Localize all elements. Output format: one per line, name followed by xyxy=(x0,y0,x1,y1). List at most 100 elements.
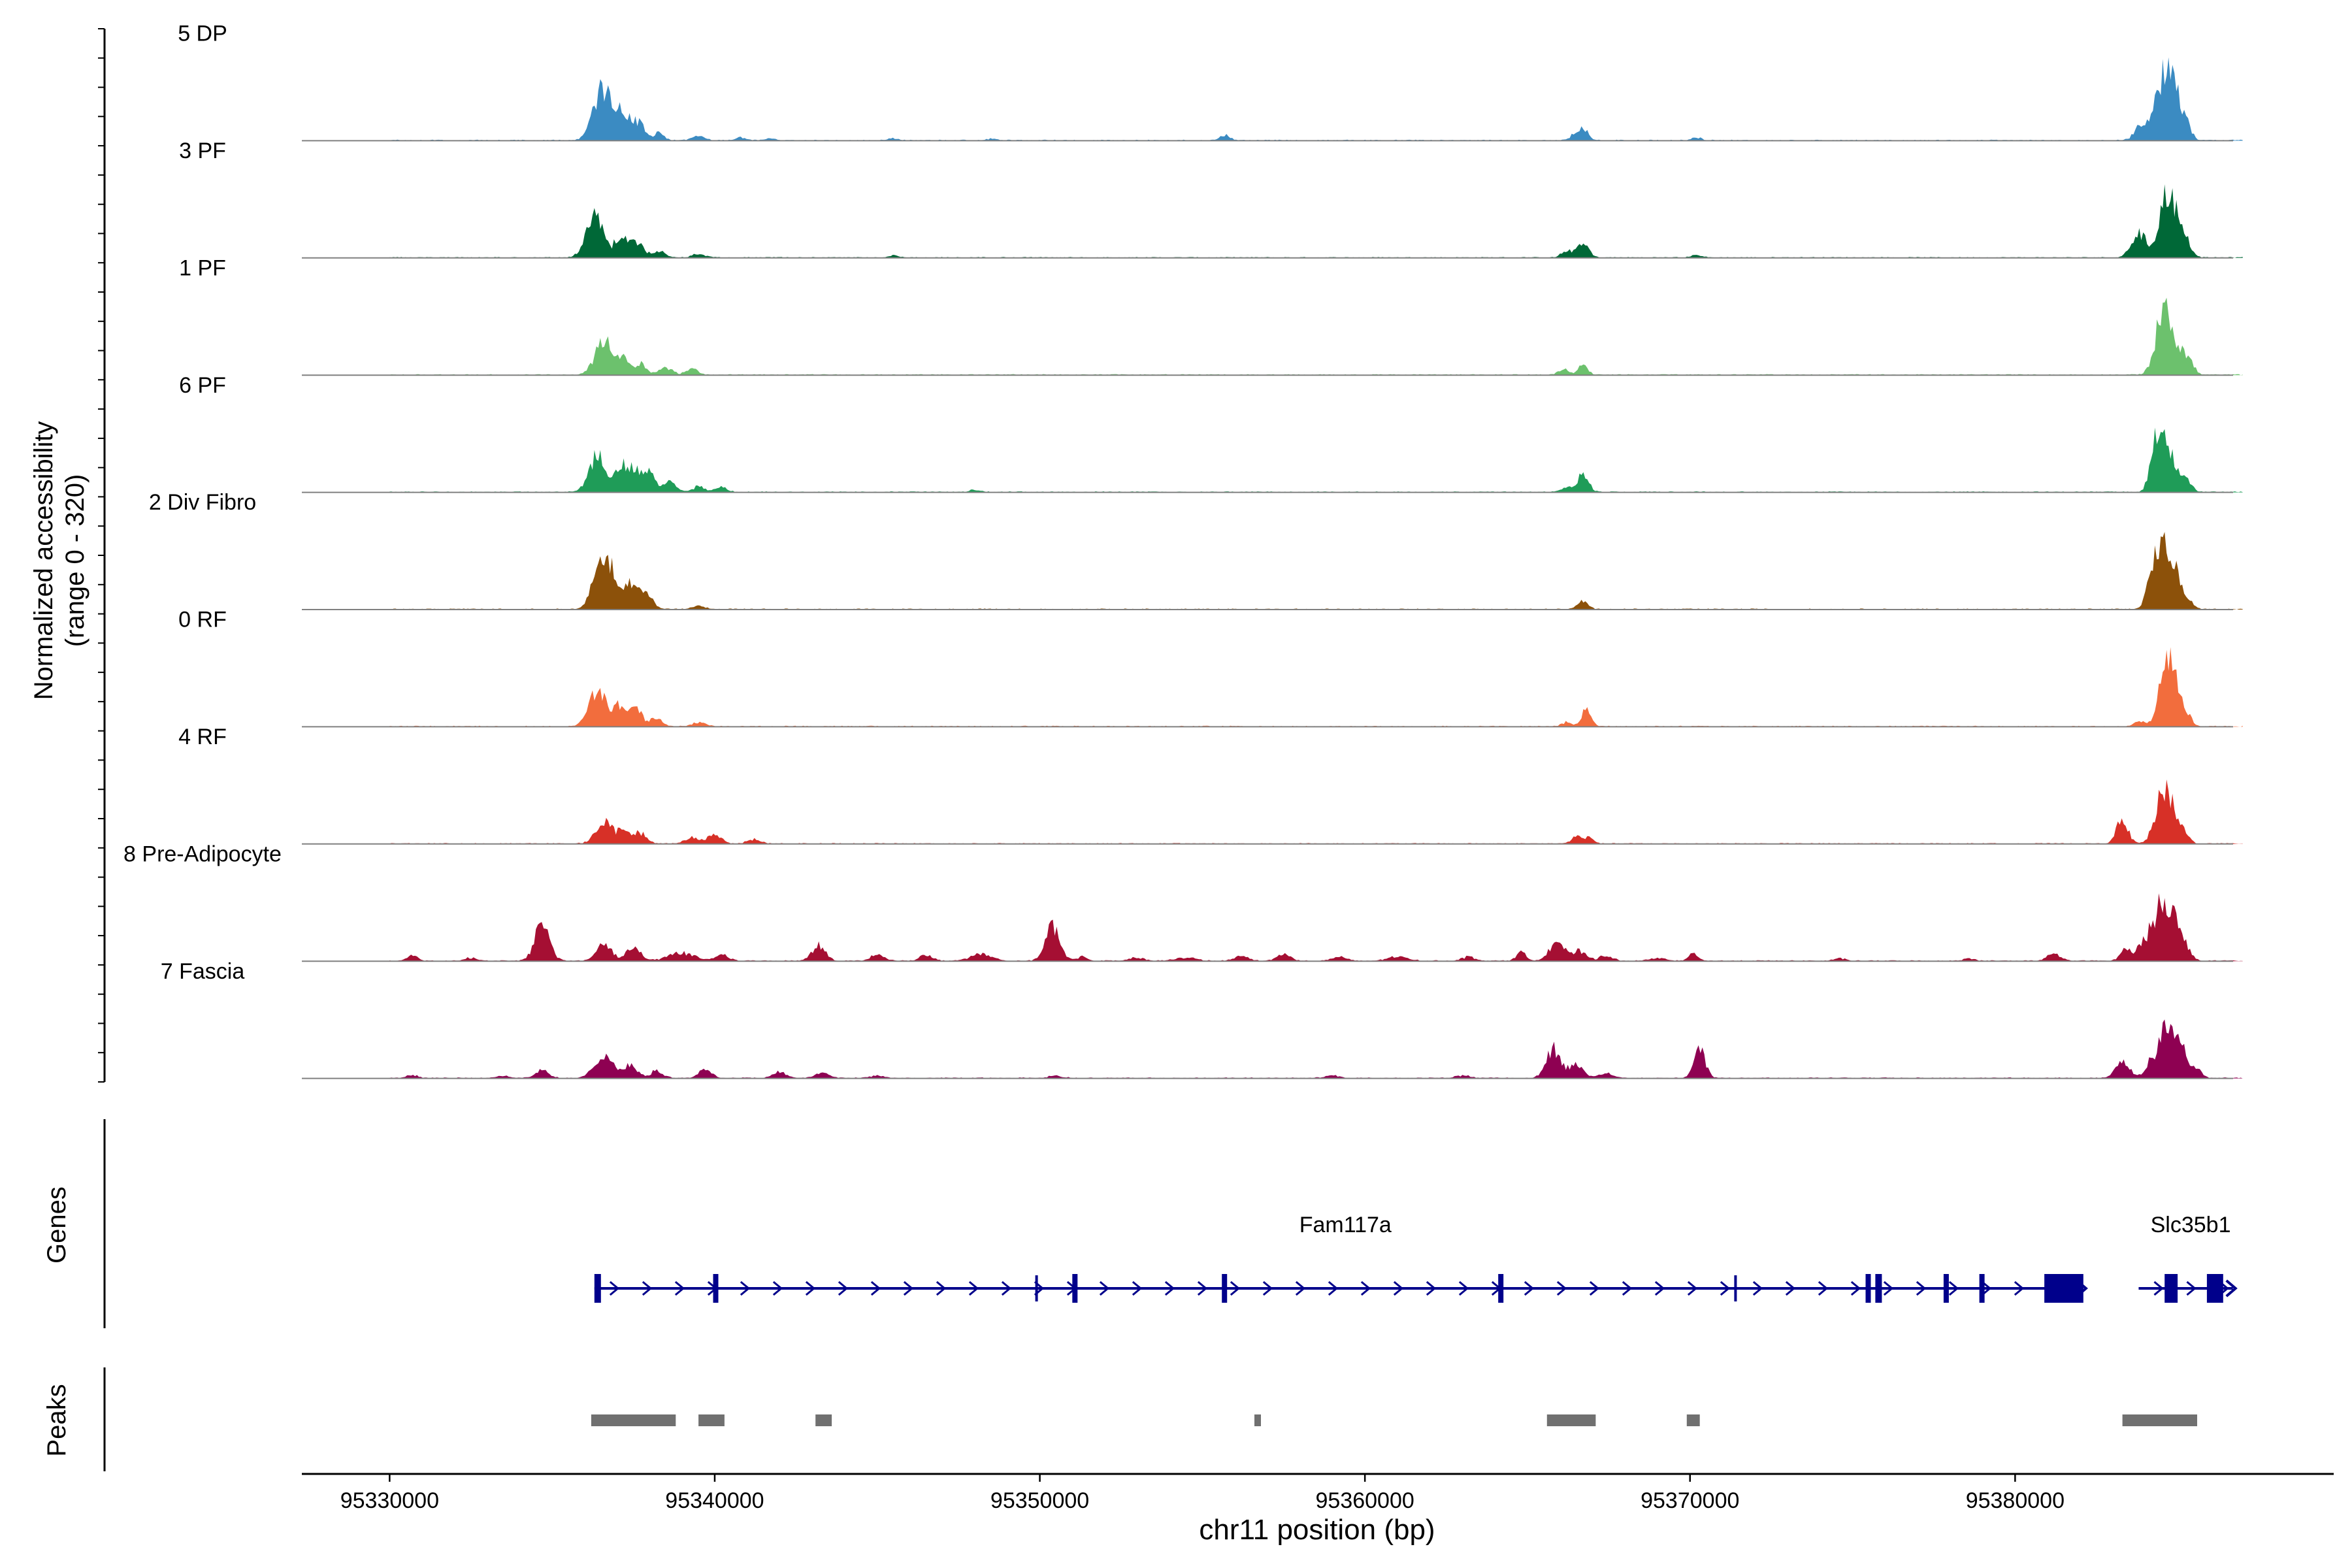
coverage-area xyxy=(389,532,2243,610)
strand-arrow xyxy=(1164,1281,1175,1296)
strand-arrow xyxy=(2186,1281,2197,1296)
peak-region xyxy=(815,1414,832,1426)
strand-arrow xyxy=(1948,1281,1959,1296)
strand-arrow xyxy=(1785,1281,1796,1296)
strand-arrow xyxy=(1883,1281,1894,1296)
track-5-dp: 5 DP xyxy=(178,22,2243,142)
exon xyxy=(594,1274,601,1303)
strand-arrow xyxy=(1622,1281,1633,1296)
strand-arrow xyxy=(2225,1279,2238,1298)
peaks-track-label: Peaks xyxy=(42,1384,71,1456)
strand-arrow xyxy=(1001,1281,1012,1296)
exon xyxy=(2206,1274,2223,1303)
exon xyxy=(2164,1274,2178,1303)
strand-arrow xyxy=(1360,1281,1371,1296)
strand-arrow xyxy=(838,1281,849,1296)
strand-arrow xyxy=(674,1281,685,1296)
track-label: 6 PF xyxy=(179,373,226,398)
strand-arrow xyxy=(1589,1281,1600,1296)
y-axis-label-line1: Normalized accessibility xyxy=(29,421,58,700)
coverage-area xyxy=(389,779,2243,844)
strand-arrow xyxy=(903,1281,914,1296)
x-tick-label: 95340000 xyxy=(665,1488,764,1513)
exon xyxy=(1979,1274,1985,1303)
strand-arrow xyxy=(1981,1281,1992,1296)
strand-arrow xyxy=(936,1281,947,1296)
strand-arrow xyxy=(1132,1281,1143,1296)
peak-region xyxy=(2122,1414,2197,1426)
strand-arrow xyxy=(1818,1281,1829,1296)
track-4-rf: 4 RF xyxy=(178,725,2243,845)
strand-arrow xyxy=(1295,1281,1306,1296)
coverage-y-ticks xyxy=(98,28,105,1083)
track-0-rf: 0 RF xyxy=(178,608,2243,728)
strand-arrow xyxy=(740,1281,751,1296)
strand-arrow xyxy=(1687,1281,1698,1296)
peak-region xyxy=(1254,1414,1261,1426)
strand-arrow xyxy=(1426,1281,1437,1296)
exon xyxy=(713,1274,719,1303)
track-label: 0 RF xyxy=(178,608,227,632)
gene-track: Fam117a Slc35b1 xyxy=(594,1213,2238,1303)
track-1-pf: 1 PF xyxy=(179,255,2243,376)
exon xyxy=(2044,1274,2083,1303)
track-label: 4 RF xyxy=(178,725,227,749)
genes-track-label: Genes xyxy=(42,1186,71,1264)
strand-arrow xyxy=(1556,1281,1567,1296)
strand-arrow xyxy=(642,1281,653,1296)
strand-arrow xyxy=(1524,1281,1535,1296)
strand-arrow xyxy=(1230,1281,1241,1296)
exon xyxy=(1498,1274,1504,1303)
coverage-area xyxy=(389,1019,2243,1079)
coverage-area xyxy=(389,184,2243,258)
strand-arrow xyxy=(1328,1281,1339,1296)
gene-slc35b1: Slc35b1 xyxy=(2138,1213,2238,1303)
coverage-area xyxy=(389,427,2243,493)
gene-label: Fam117a xyxy=(1299,1213,1392,1237)
peak-region xyxy=(1686,1414,1700,1426)
strand-arrow xyxy=(1197,1281,1208,1296)
strand-arrow xyxy=(1262,1281,1273,1296)
track-label: 3 PF xyxy=(179,139,226,163)
track-6-pf: 6 PF xyxy=(179,373,2243,493)
coverage-area xyxy=(389,893,2243,962)
strand-arrow xyxy=(1916,1281,1927,1296)
peak-track xyxy=(591,1414,2197,1426)
strand-arrow xyxy=(1752,1281,1763,1296)
coverage-area xyxy=(389,57,2243,141)
strand-arrow xyxy=(1720,1281,1731,1296)
x-axis-ticks: 95330000 95340000 95350000 95360000 95370000… xyxy=(340,1474,2065,1513)
track-label: 8 Pre-Adipocyte xyxy=(123,841,282,866)
strand-arrow xyxy=(2153,1281,2164,1296)
strand-arrow xyxy=(968,1281,979,1296)
x-axis-label: chr11 position (bp) xyxy=(1199,1514,1435,1546)
x-tick-label: 95350000 xyxy=(990,1488,1089,1513)
peak-region xyxy=(591,1414,676,1426)
x-tick-label: 95330000 xyxy=(340,1488,439,1513)
x-tick-label: 95360000 xyxy=(1316,1488,1414,1513)
peak-region xyxy=(698,1414,725,1426)
track-label: 2 Div Fibro xyxy=(149,490,256,515)
strand-arrow xyxy=(870,1281,881,1296)
strand-arrow xyxy=(609,1281,620,1296)
track-label: 5 DP xyxy=(178,22,227,46)
exon xyxy=(1072,1274,1078,1303)
strand-arrow xyxy=(1099,1281,1110,1296)
strand-arrow xyxy=(772,1281,783,1296)
exon xyxy=(1943,1274,1949,1303)
coverage-area xyxy=(389,647,2243,727)
strand-arrow xyxy=(805,1281,816,1296)
track-7-fascia: 7 Fascia xyxy=(161,959,2243,1079)
strand-arrow xyxy=(1393,1281,1404,1296)
track-8-pre-adipocyte: 8 Pre-Adipocyte xyxy=(123,841,2243,962)
gene-label: Slc35b1 xyxy=(2151,1213,2231,1237)
coverage-area xyxy=(389,297,2243,376)
peak-region xyxy=(1546,1414,1596,1426)
strand-arrow xyxy=(1850,1281,1861,1296)
strand-arrow xyxy=(2014,1281,2025,1296)
exon xyxy=(1875,1274,1882,1303)
strand-arrow xyxy=(1654,1281,1665,1296)
x-tick-label: 95370000 xyxy=(1641,1488,1739,1513)
exon xyxy=(1865,1274,1871,1303)
